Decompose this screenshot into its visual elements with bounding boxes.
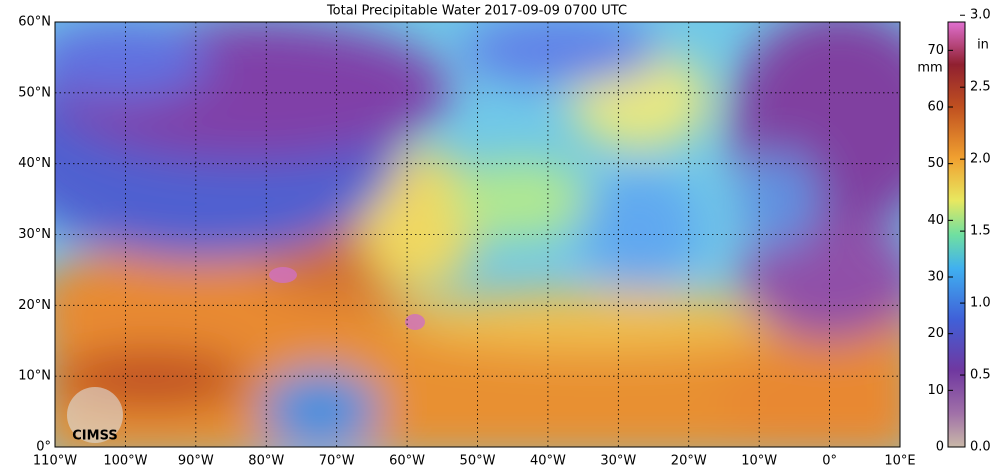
lon-label: 90°W — [178, 454, 214, 469]
map-image — [55, 22, 900, 447]
in-tick-label: 0.5 — [970, 368, 991, 383]
lat-label: 40°N — [18, 156, 51, 171]
mm-tick-label: 10 — [927, 383, 944, 398]
map-frame — [54, 21, 901, 448]
lon-label: 0° — [822, 454, 837, 469]
in-tick-label: 1.0 — [970, 296, 991, 311]
mm-unit: mm — [917, 61, 942, 76]
lon-label: 10°W — [741, 454, 777, 469]
logo: CIMSS — [67, 387, 123, 444]
lat-label: 10°N — [18, 369, 51, 384]
lat-label: 60°N — [18, 15, 51, 30]
mm-tick-label: 20 — [927, 326, 944, 341]
in-tick-label: 3.0 — [970, 8, 991, 23]
logo-text: CIMSS — [72, 429, 117, 444]
mm-tick-label: 30 — [927, 270, 944, 285]
mm-tick-label: 0 — [936, 440, 944, 455]
in-tick-label: 2.0 — [970, 152, 991, 167]
lon-label: 40°W — [530, 454, 566, 469]
lon-label: 10°E — [884, 454, 915, 469]
colorbar — [947, 21, 966, 448]
lat-label: 0° — [36, 440, 51, 455]
in-tick-label: 0.0 — [970, 440, 991, 455]
lat-label: 30°N — [18, 227, 51, 242]
mm-tick-label: 40 — [927, 213, 944, 228]
lat-label: 50°N — [18, 85, 51, 100]
in-tick-label: 2.5 — [970, 80, 991, 95]
lon-label: 70°W — [319, 454, 355, 469]
title: Total Precipitable Water 2017-09-09 0700… — [326, 4, 627, 19]
lon-label: 110°W — [33, 454, 77, 469]
lon-label: 100°W — [103, 454, 147, 469]
in-tick-label: 1.5 — [970, 224, 991, 239]
lat-label: 20°N — [18, 298, 51, 313]
lon-label: 80°W — [248, 454, 284, 469]
mm-tick-label: 50 — [927, 156, 944, 171]
lon-label: 50°W — [460, 454, 496, 469]
lon-label: 20°W — [671, 454, 707, 469]
in-unit: in — [977, 38, 989, 53]
lon-label: 30°W — [600, 454, 636, 469]
mm-tick-label: 70 — [927, 43, 944, 58]
lon-label: 60°W — [389, 454, 425, 469]
mm-tick-label: 60 — [927, 100, 944, 115]
